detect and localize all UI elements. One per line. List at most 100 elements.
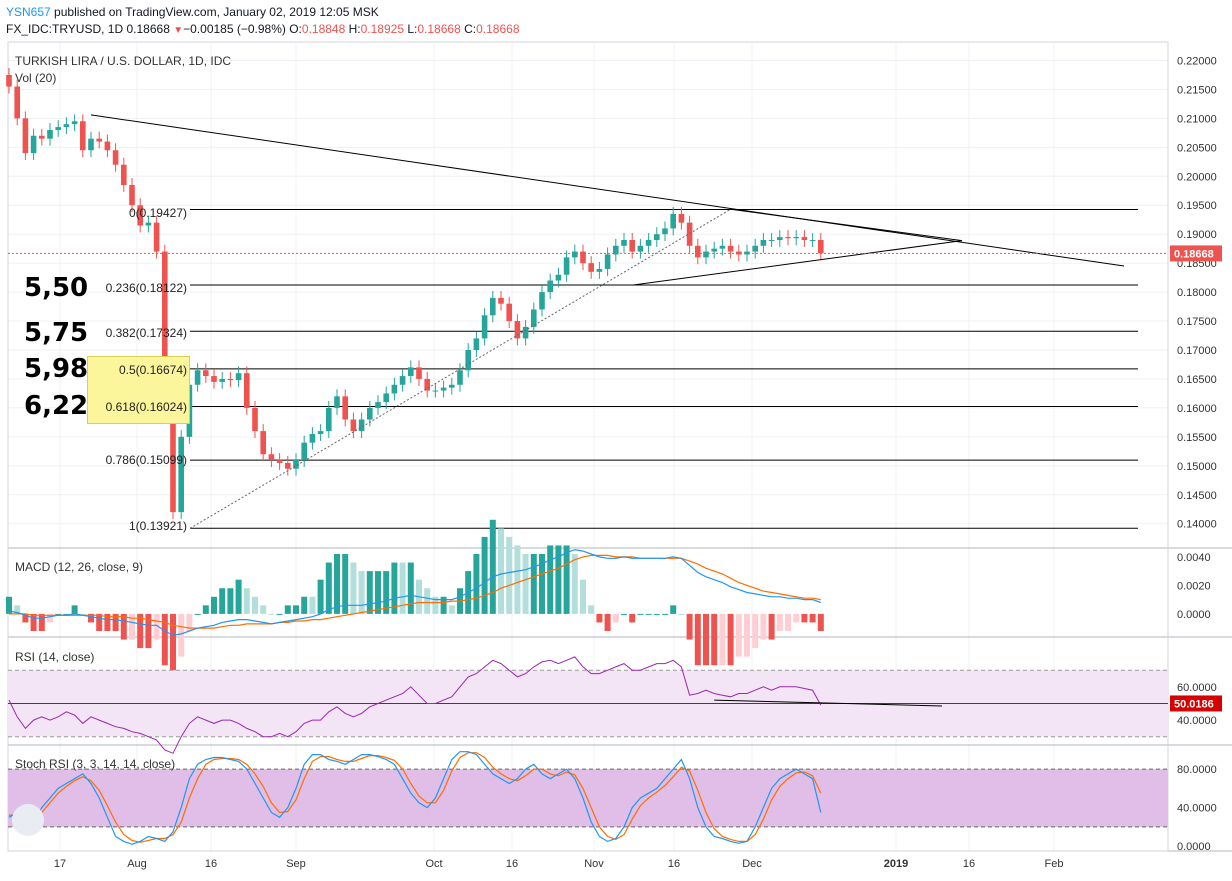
- rsi-line: [8, 656, 822, 754]
- y-tick-label: 0.17500: [1177, 316, 1217, 328]
- macd-histogram-bar: [301, 596, 308, 614]
- fib-label-0618: 0.618(0.16024): [105, 400, 187, 414]
- macd-histogram-bar: [235, 579, 242, 614]
- macd-histogram-bar: [104, 613, 111, 631]
- last-price: 0.18668: [126, 22, 170, 36]
- candle-body: [588, 263, 594, 272]
- macd-histogram-bar: [424, 588, 431, 614]
- candle-body: [350, 419, 357, 432]
- macd-histogram-bar: [153, 613, 160, 640]
- candle-body: [399, 376, 406, 385]
- chart-header: YSN657 published on TradingView.com, Jan…: [6, 4, 520, 39]
- macd-histogram-bar: [194, 613, 201, 615]
- macd-histogram-bar: [129, 613, 135, 640]
- macd-histogram-bar: [694, 613, 701, 666]
- rsi-tick-label: 60.0000: [1177, 682, 1217, 694]
- macd-histogram-bar: [219, 588, 226, 614]
- candle-body: [440, 387, 447, 391]
- candle-body: [645, 239, 652, 246]
- macd-histogram-bar: [678, 613, 685, 615]
- x-tick-label: Aug: [127, 858, 147, 870]
- y-tick-label: 0.15500: [1177, 432, 1217, 444]
- macd-histogram-bar: [137, 613, 144, 649]
- macd-histogram-bar: [14, 605, 21, 614]
- macd-histogram-bar: [350, 562, 357, 614]
- open-label: O:: [289, 22, 302, 36]
- y-tick-label: 0.17000: [1177, 345, 1217, 357]
- x-tick-label: 16: [668, 858, 680, 870]
- fib-label-0786: 0.786(0.15099): [105, 453, 187, 467]
- author-link[interactable]: YSN657: [6, 5, 51, 19]
- macd-histogram-bar: [284, 605, 291, 614]
- candle-body: [727, 245, 734, 252]
- candle-body: [104, 141, 111, 151]
- stoch-tick-label: 40.0000: [1177, 803, 1217, 815]
- macd-histogram-bar: [514, 545, 521, 614]
- macd-histogram-bar: [776, 613, 783, 631]
- macd-histogram-bar: [399, 562, 406, 614]
- macd-histogram-bar: [6, 596, 12, 614]
- big-label-3: 5,98: [24, 354, 89, 384]
- candle-body: [121, 164, 127, 185]
- candle-body: [391, 384, 398, 394]
- x-tick-label: Feb: [1045, 858, 1064, 870]
- candle-body: [30, 135, 37, 154]
- macd-signal-line: [9, 554, 821, 629]
- macd-histogram-bar: [817, 613, 824, 631]
- macd-histogram-bar: [727, 613, 734, 666]
- macd-histogram-bar: [366, 571, 373, 614]
- macd-histogram-bar: [555, 545, 562, 614]
- candle-body: [596, 268, 603, 272]
- macd-histogram-bar: [588, 605, 595, 614]
- candle-body: [268, 454, 275, 461]
- candle-body: [604, 254, 611, 269]
- candle-body: [276, 460, 283, 463]
- candle-body: [129, 184, 135, 206]
- macd-histogram-bar: [38, 613, 45, 631]
- candle-body: [194, 370, 201, 385]
- rsi-tick-label: 40.0000: [1177, 715, 1217, 727]
- macd-histogram-bar: [621, 613, 627, 615]
- y-tick-label: 0.16000: [1177, 403, 1217, 415]
- candle-body: [358, 419, 365, 432]
- candle-body: [760, 239, 767, 246]
- volume-label: Vol (20): [15, 71, 57, 85]
- y-tick-label: 0.21000: [1177, 113, 1217, 125]
- y-tick-label: 0.14500: [1177, 490, 1217, 502]
- macd-histogram-bar: [342, 554, 349, 614]
- candle-body: [801, 237, 808, 240]
- macd-histogram-bar: [375, 571, 381, 614]
- candle-body: [178, 436, 184, 513]
- candle-body: [244, 373, 250, 408]
- macd-histogram-bar: [178, 613, 185, 657]
- rsi-last-tag: 50.0186: [1174, 698, 1214, 710]
- main-pane-title: TURKISH LIRA / U.S. DOLLAR, 1D, IDC: [15, 54, 232, 68]
- candle-body: [170, 405, 176, 513]
- x-tick-label: Oct: [425, 858, 442, 870]
- trendline-wedge-top: [730, 208, 963, 242]
- candle-body: [153, 222, 160, 252]
- macd-histogram-bar: [161, 613, 168, 666]
- candle-body: [711, 248, 717, 252]
- candle-body: [736, 251, 742, 255]
- stoch-tick-label: 80.0000: [1177, 764, 1217, 776]
- macd-histogram-bar: [71, 605, 78, 614]
- candle-body: [539, 292, 545, 310]
- candle-body: [465, 350, 471, 371]
- y-tick-label: 0.20500: [1177, 142, 1217, 154]
- macd-histogram-bar: [30, 613, 37, 631]
- high-label: H:: [348, 22, 361, 36]
- candle-body: [88, 138, 94, 151]
- candle-body: [613, 245, 619, 255]
- y-tick-label: 0.19500: [1177, 200, 1217, 212]
- macd-histogram-bar: [481, 536, 488, 614]
- candle-body: [63, 124, 70, 128]
- y-tick-label: 0.19000: [1177, 229, 1217, 241]
- macd-histogram-bar: [47, 613, 53, 623]
- macd-histogram-bar: [662, 613, 668, 615]
- macd-tick-label: 0.0020: [1177, 580, 1211, 592]
- candle-body: [719, 245, 726, 249]
- macd-histogram-bar: [432, 596, 439, 614]
- candle-body: [71, 121, 78, 125]
